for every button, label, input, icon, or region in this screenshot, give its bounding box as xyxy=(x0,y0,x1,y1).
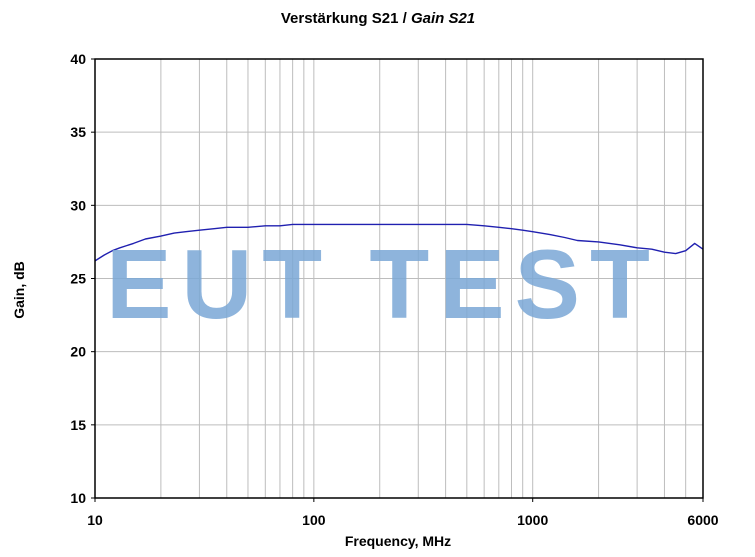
y-tick-label: 25 xyxy=(70,271,86,287)
y-axis-label: Gain, dB xyxy=(11,261,27,319)
y-tick-label: 40 xyxy=(70,51,86,67)
y-tick-label: 20 xyxy=(70,344,86,360)
y-tick-labels: 10 15 20 25 30 35 40 xyxy=(70,51,95,506)
y-tick-label: 15 xyxy=(70,417,86,433)
x-tick-label: 100 xyxy=(302,512,326,528)
y-tick-label: 35 xyxy=(70,124,86,140)
y-tick-label: 30 xyxy=(70,197,86,213)
x-tick-label: 1000 xyxy=(517,512,548,528)
gain-series-line xyxy=(94,223,704,262)
grid-lines xyxy=(95,59,703,498)
chart-title-italic: Gain S21 xyxy=(411,10,475,27)
chart-title-main: Verstärkung S21 / xyxy=(281,10,411,27)
y-tick-label: 10 xyxy=(70,490,86,506)
watermark-text: EUT TEST xyxy=(106,229,660,339)
chart-title: Verstärkung S21 / Gain S21 xyxy=(281,10,475,27)
x-tick-label: 6000 xyxy=(687,512,718,528)
x-tick-label: 10 xyxy=(87,512,103,528)
x-axis-label: Frequency, MHz xyxy=(345,533,451,549)
series-layer xyxy=(94,223,704,262)
x-tick-labels: 10 100 1000 6000 xyxy=(87,498,719,528)
